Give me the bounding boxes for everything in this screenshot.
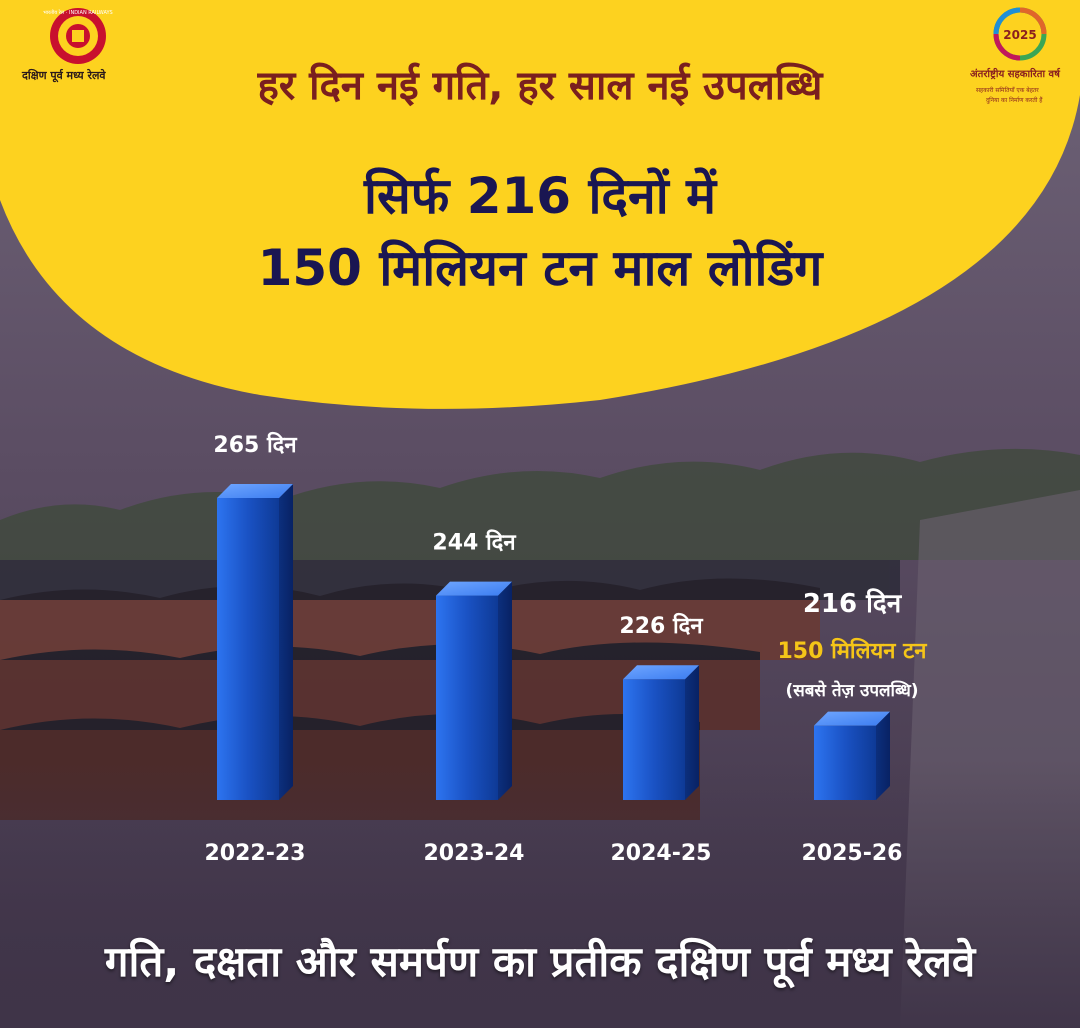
value-label: 226 दिन <box>619 612 703 639</box>
bar-top <box>814 711 890 726</box>
logo-right-subtext-1: सहकारी समितियाँ एक बेहतर <box>976 87 1039 94</box>
logo-left-text: दक्षिण पूर्व मध्य रेलवे <box>22 69 106 82</box>
footer-tagline: गति, दक्षता और समर्पण का प्रतीक दक्षिण प… <box>104 937 976 986</box>
bar-2025-26 <box>814 711 890 800</box>
bar-side <box>685 665 699 800</box>
bar-front <box>814 725 876 800</box>
category-label: 2022-23 <box>205 841 306 866</box>
bar-side <box>498 581 512 800</box>
category-label: 2024-25 <box>611 841 712 866</box>
bar-2022-23 <box>217 484 293 800</box>
bar-front <box>217 498 279 800</box>
category-label: 2023-24 <box>424 841 525 866</box>
top-banner <box>0 0 1080 409</box>
annotation-note: (सबसे तेज़ उपलब्धि) <box>785 680 918 701</box>
cooperatives-year-logo: 2025 <box>993 7 1047 61</box>
logo-right-text: अंतर्राष्ट्रीय सहकारिता वर्ष <box>970 69 1060 80</box>
value-label: 244 दिन <box>432 529 516 556</box>
value-label: 265 दिन <box>213 431 297 458</box>
bar-2023-24 <box>436 581 512 800</box>
logo-right-subtext-2: दुनिया का निर्माण करती हैं <box>986 97 1043 104</box>
category-label: 2025-26 <box>802 841 903 866</box>
annotation-highlight: 150 मिलियन टन <box>778 637 928 664</box>
bar-front <box>436 595 498 800</box>
indian-railways-logo: भारतीय रेल · INDIAN RAILWAYS <box>43 8 113 64</box>
value-label: 216 दिन <box>803 588 903 619</box>
logo-year: 2025 <box>1003 28 1036 42</box>
subhead-line-1: सिर्फ 216 दिनों में <box>364 167 716 225</box>
headline: हर दिन नई गति, हर साल नई उपलब्धि <box>257 63 823 109</box>
emblem-text: भारतीय रेल · INDIAN RAILWAYS <box>43 9 112 16</box>
bar-front <box>623 679 685 800</box>
bar-side <box>876 711 890 800</box>
bar-2024-25 <box>623 665 699 800</box>
bar-top <box>217 484 293 498</box>
bottom-fade <box>0 760 1080 1028</box>
bar-top <box>623 665 699 680</box>
subhead-line-2: 150 मिलियन टन माल लोडिंग <box>257 239 823 297</box>
bar-top <box>436 581 512 596</box>
bar-side <box>279 484 293 800</box>
bar-chart: 265 दिन 2022-23 244 दिन 2023-24 226 दिन 2024-… <box>205 431 928 866</box>
